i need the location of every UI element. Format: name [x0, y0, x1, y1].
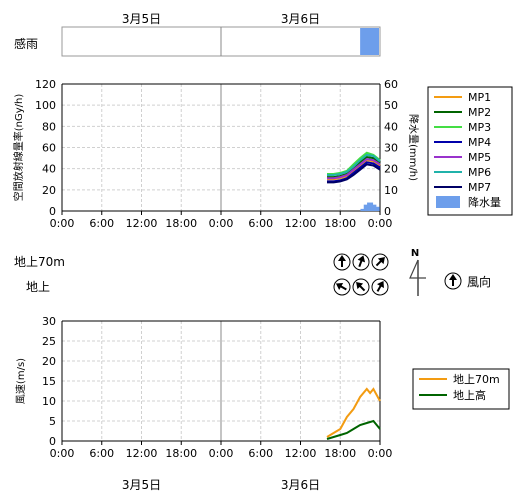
- y2-axis-label: 降水量(mm/h): [407, 114, 420, 181]
- legend-label: MP5: [468, 151, 491, 164]
- y2-tick-label: 40: [384, 120, 398, 133]
- y-tick-label: 30: [42, 315, 56, 328]
- y2-tick-label: 0: [384, 205, 391, 218]
- y2-tick-label: 50: [384, 99, 398, 112]
- x-tick-label: 12:00: [126, 217, 158, 230]
- x-tick-label: 18:00: [165, 217, 197, 230]
- legend-label: 降水量: [468, 195, 501, 209]
- y-tick-label: 10: [42, 395, 56, 408]
- y-tick-label: 20: [42, 355, 56, 368]
- rain-bar: [367, 202, 374, 211]
- rain-bar: [373, 206, 380, 211]
- wind-row-label: 地上: [26, 280, 50, 294]
- series-line: [327, 158, 381, 180]
- legend-label: 地上高: [453, 388, 486, 402]
- legend-label: MP4: [468, 136, 491, 149]
- top-date-label: 3月6日: [281, 12, 320, 26]
- y2-tick-label: 20: [384, 163, 398, 176]
- y-tick-label: 60: [42, 142, 56, 155]
- y-tick-label: 25: [42, 335, 56, 348]
- rain-bar: [360, 208, 367, 211]
- x-tick-label: 0:00: [368, 217, 393, 230]
- series-line: [327, 153, 381, 176]
- wind-arrow-head: [357, 255, 366, 263]
- wind-legend-label: 風向: [467, 274, 491, 289]
- y-tick-label: 5: [49, 415, 56, 428]
- x-tick-label: 0:00: [368, 447, 393, 460]
- y-tick-label: 80: [42, 120, 56, 133]
- wind-legend-arrow-icon: [449, 274, 457, 280]
- wind-arrow-head: [377, 280, 384, 289]
- legend-label: MP3: [468, 121, 491, 134]
- y-tick-label: 120: [35, 78, 56, 91]
- wind-arrow-icon: [356, 282, 366, 292]
- x-tick-label: 6:00: [89, 447, 114, 460]
- x-tick-label: 0:00: [209, 217, 234, 230]
- wind-arrow-icon: [375, 257, 385, 267]
- bottom-date-label: 3月5日: [122, 478, 161, 492]
- legend-label: MP2: [468, 106, 491, 119]
- series-line: [327, 163, 381, 184]
- wind-arrow-head: [335, 283, 344, 290]
- y-tick-label: 0: [49, 435, 56, 448]
- x-tick-label: 12:00: [126, 447, 158, 460]
- x-tick-label: 12:00: [285, 217, 317, 230]
- x-tick-label: 6:00: [248, 447, 273, 460]
- north-symbol: [409, 259, 426, 279]
- x-tick-label: 0:00: [50, 447, 75, 460]
- series-line: [327, 151, 381, 175]
- x-tick-label: 0:00: [50, 217, 75, 230]
- x-tick-label: 18:00: [324, 217, 356, 230]
- legend-label: MP1: [468, 91, 491, 104]
- wind-arrow-icon: [357, 255, 366, 268]
- bottom-date-label: 3月6日: [281, 478, 320, 492]
- series-line: [327, 161, 381, 183]
- x-tick-label: 6:00: [89, 217, 114, 230]
- wind-arrow-head: [356, 282, 364, 290]
- wind-arrow-head: [338, 255, 346, 261]
- wind-arrow-head: [377, 257, 385, 265]
- legend-box: [427, 86, 513, 216]
- y-tick-label: 40: [42, 163, 56, 176]
- wind-row-label: 地上70m: [14, 255, 65, 269]
- legend-label: MP7: [468, 181, 491, 194]
- wind-arrow-icon: [376, 280, 384, 292]
- y2-tick-label: 60: [384, 78, 398, 91]
- rain-sensor-active: [360, 28, 379, 55]
- wind-arrow-icon: [335, 283, 347, 291]
- legend-label: 地上70m: [453, 373, 500, 386]
- x-tick-label: 6:00: [248, 217, 273, 230]
- x-tick-label: 0:00: [209, 447, 234, 460]
- north-label: N: [411, 248, 419, 259]
- x-tick-label: 18:00: [165, 447, 197, 460]
- y-tick-label: 20: [42, 184, 56, 197]
- rain-sensor-label: 感雨: [14, 36, 38, 51]
- y-axis-label: 空間放射線量率(nGy/h): [12, 94, 25, 202]
- legend-label: MP6: [468, 166, 491, 179]
- legend-box: [412, 368, 510, 410]
- x-tick-label: 12:00: [285, 447, 317, 460]
- rain-bar: [370, 204, 377, 211]
- y2-tick-label: 10: [384, 184, 398, 197]
- x-tick-label: 18:00: [324, 447, 356, 460]
- wind-arrow-icon: [338, 255, 346, 267]
- y-tick-label: 0: [49, 205, 56, 218]
- y-tick-label: 15: [42, 375, 56, 388]
- series-line: [326, 419, 381, 440]
- rain-bar: [363, 204, 370, 211]
- y-axis-label: 風速(m/s): [15, 358, 27, 404]
- legend-swatch: [436, 196, 460, 208]
- y2-tick-label: 30: [384, 142, 398, 155]
- series-line: [326, 387, 381, 438]
- y-tick-label: 100: [35, 99, 56, 112]
- top-date-label: 3月5日: [122, 12, 161, 26]
